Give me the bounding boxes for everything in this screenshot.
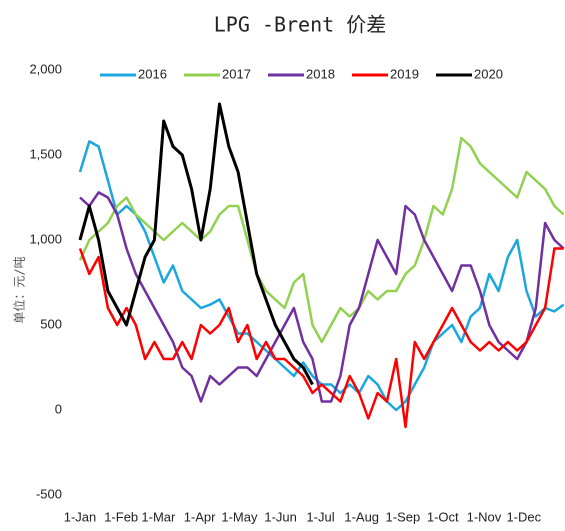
line-series <box>78 247 564 429</box>
x-tick-label: 1-Apr <box>184 509 216 524</box>
y-tick-label: 2,000 <box>29 61 62 76</box>
line-series <box>78 102 314 386</box>
x-tick-label: 1-Jul <box>306 509 334 524</box>
legend-label: 2018 <box>306 66 335 81</box>
x-tick-label: 1-Feb <box>104 509 138 524</box>
line-series <box>79 191 565 403</box>
x-tick-label: 1-Nov <box>467 509 502 524</box>
y-tick-label: 1,000 <box>29 231 62 246</box>
line-series <box>78 140 565 412</box>
legend-label: 2016 <box>138 66 167 81</box>
line-series <box>78 136 565 344</box>
y-tick-label: 500 <box>40 316 62 331</box>
x-tick-label: 1-Sep <box>386 509 421 524</box>
y-tick-label: -500 <box>36 486 62 501</box>
y-axis-label: 单位：元/吨 <box>12 256 27 323</box>
legend-label: 2017 <box>222 66 251 81</box>
chart-title: LPG -Brent 价差 <box>214 13 386 37</box>
x-tick-label: 1-Aug <box>344 509 379 524</box>
legend-label: 2019 <box>390 66 419 81</box>
x-tick-label: 1-Oct <box>427 509 459 524</box>
x-tick-label: 1-Jun <box>264 509 297 524</box>
y-tick-label: 0 <box>55 401 62 416</box>
legend-label: 2020 <box>474 66 503 81</box>
x-tick-label: 1-May <box>221 509 258 524</box>
x-tick-label: 1-Dec <box>506 509 541 524</box>
x-tick-label: 1-Mar <box>141 509 176 524</box>
x-tick-label: 1-Jan <box>64 509 97 524</box>
y-tick-label: 1,500 <box>29 146 62 161</box>
